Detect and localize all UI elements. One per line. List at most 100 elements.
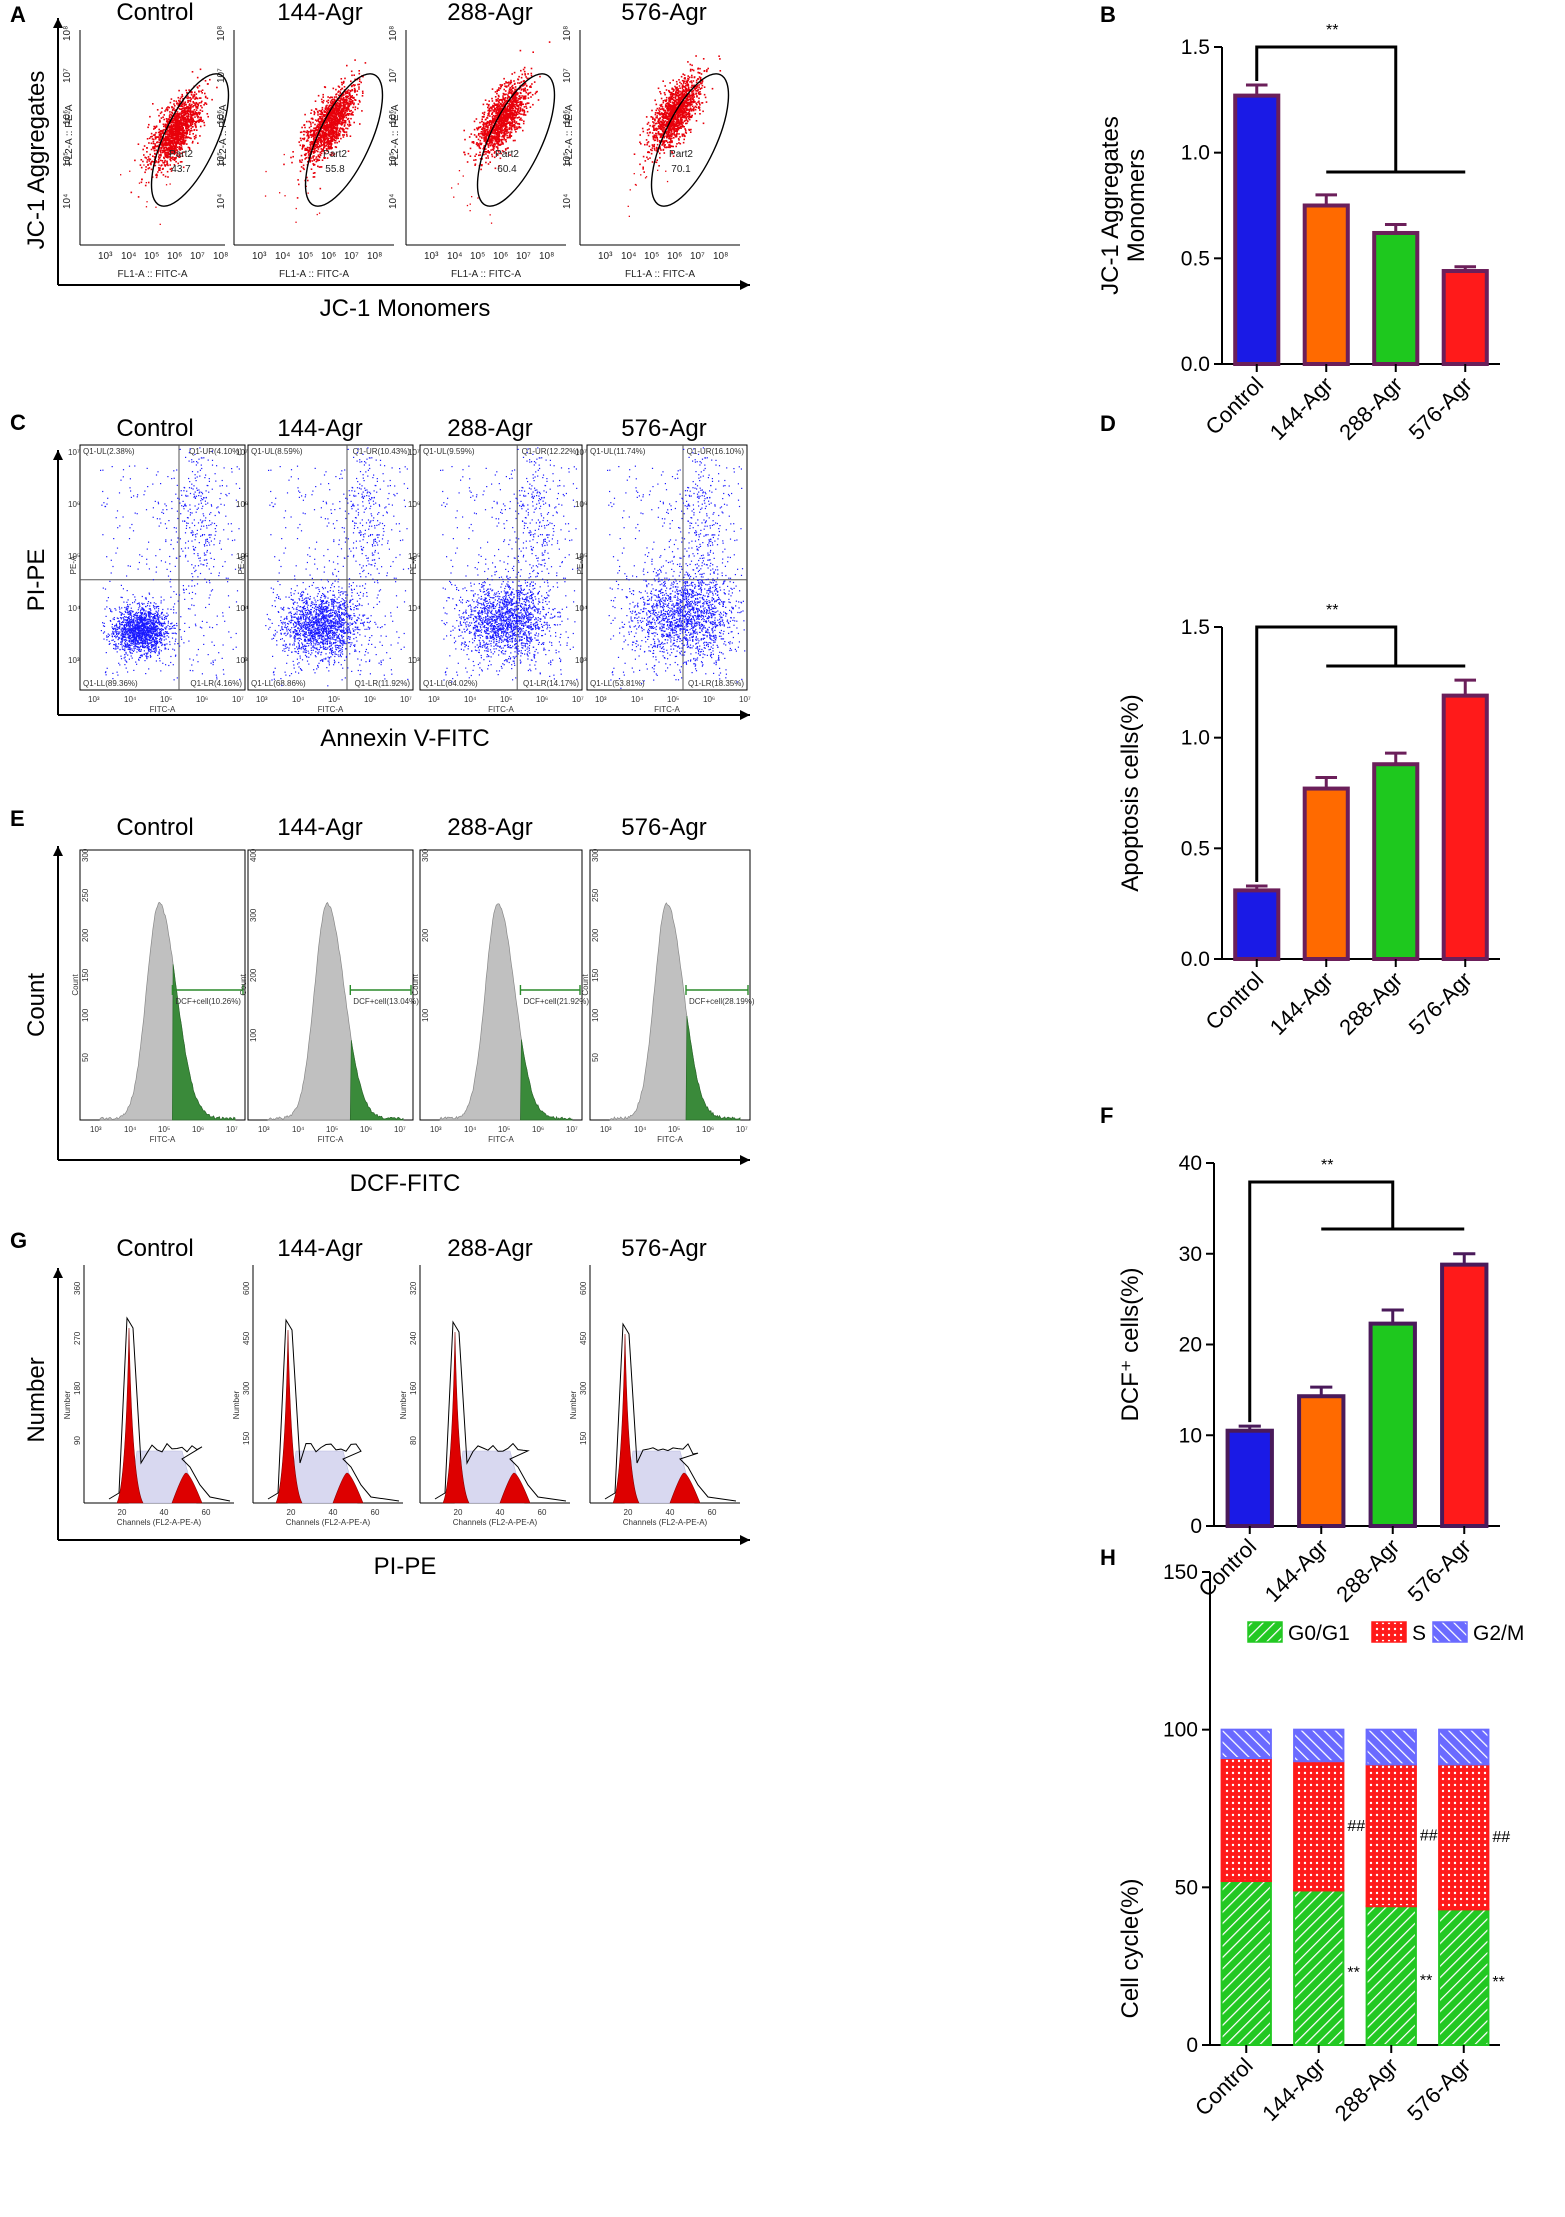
scatter-dot — [347, 95, 350, 98]
scatter-dot — [515, 122, 517, 125]
scatter-dot — [503, 118, 505, 121]
scatter-dot — [201, 110, 204, 112]
scatter-dot — [492, 114, 495, 117]
scatter-dot — [181, 126, 184, 129]
scatter-dot — [158, 169, 160, 171]
scatter-dot — [160, 146, 163, 149]
scatter-dot — [340, 121, 342, 123]
scatter-dot — [324, 138, 327, 140]
scatter-dot — [695, 106, 698, 109]
scatter-dot — [146, 159, 149, 161]
scatter-dot — [319, 166, 322, 168]
scatter-dot — [192, 120, 195, 123]
scatter-dot — [505, 99, 508, 102]
scatter-dot — [682, 84, 684, 86]
scatter-dot — [326, 125, 329, 128]
scatter-dot — [485, 161, 487, 164]
scatter-dot — [639, 134, 641, 136]
scatter-dot — [339, 110, 342, 113]
scatter-dot — [147, 164, 149, 166]
scatter-dot — [177, 140, 180, 142]
scatter-dot — [467, 152, 470, 155]
scatter-dot — [691, 94, 694, 96]
scatter-dot — [172, 132, 175, 135]
scatter-dot — [312, 155, 314, 158]
scatter-dot — [501, 122, 504, 125]
scatter-dot — [665, 132, 668, 135]
scatter-dot — [485, 124, 488, 126]
scatter-dot — [167, 143, 170, 146]
scatter-dot — [502, 123, 505, 126]
scatter-dot — [200, 90, 202, 93]
scatter-dot — [320, 148, 323, 150]
scatter-dot — [201, 92, 203, 94]
scatter-dot — [327, 147, 330, 150]
scatter-dot — [486, 143, 489, 145]
scatter-dot — [313, 112, 316, 114]
scatter-dot — [189, 96, 192, 99]
scatter-dot — [488, 131, 491, 134]
scatter-dot — [175, 123, 177, 125]
scatter-dot — [325, 120, 327, 123]
scatter-dot — [474, 155, 476, 157]
scatter-dot — [514, 96, 517, 99]
scatter-dot — [304, 149, 306, 151]
scatter-dot — [306, 176, 308, 179]
scatter-dot — [511, 98, 514, 100]
scatter-dot — [516, 126, 518, 128]
scatter-dot — [182, 101, 184, 103]
scatter-dot — [507, 114, 509, 117]
scatter-dot — [314, 100, 317, 102]
scatter-dot — [314, 172, 316, 174]
scatter-dot — [166, 120, 169, 123]
scatter-dot — [312, 150, 314, 153]
scatter-dot — [493, 147, 495, 150]
scatter-dot — [342, 99, 344, 101]
scatter-dot — [176, 138, 179, 140]
scatter-dot — [183, 139, 185, 141]
scatter-dot — [177, 123, 179, 126]
scatter-dot — [322, 119, 324, 121]
scatter-dot — [192, 105, 195, 107]
scatter-dot — [347, 102, 350, 104]
scatter-dot — [175, 160, 177, 163]
scatter-dot — [343, 100, 346, 103]
scatter-dot — [358, 80, 361, 82]
scatter-dot — [490, 123, 493, 125]
scatter-dot — [198, 85, 201, 87]
scatter-dot — [326, 112, 329, 114]
scatter-dot — [322, 101, 324, 104]
scatter-dot — [190, 114, 192, 116]
scatter-dot — [337, 102, 339, 104]
scatter-dot — [161, 151, 164, 154]
scatter-dot — [522, 103, 525, 106]
scatter-dot — [327, 141, 329, 144]
scatter-dot — [310, 125, 312, 127]
scatter-dot — [678, 142, 680, 144]
scatter-dot — [323, 117, 326, 120]
scatter-dot — [317, 112, 319, 114]
scatter-dot — [351, 102, 353, 105]
scatter-dot — [317, 150, 319, 153]
scatter-dot — [193, 112, 196, 115]
scatter-dot — [327, 120, 330, 122]
scatter-dot — [703, 86, 706, 88]
scatter-dot — [309, 130, 311, 133]
scatter-dot — [353, 102, 355, 104]
scatter-dot — [190, 98, 192, 100]
scatter-dot — [183, 142, 186, 144]
scatter-dot — [185, 124, 187, 126]
scatter-dot — [316, 145, 318, 147]
scatter-dot — [168, 156, 170, 158]
scatter-dot — [194, 103, 197, 106]
scatter-dot — [158, 138, 160, 140]
scatter-dot — [499, 109, 502, 112]
scatter-dot — [192, 106, 194, 108]
scatter-dot — [306, 120, 308, 123]
scatter-dot — [656, 159, 658, 161]
scatter-dot — [517, 99, 519, 101]
scatter-dot — [501, 129, 503, 132]
scatter-dot — [338, 120, 341, 123]
scatter-dot — [328, 115, 330, 118]
